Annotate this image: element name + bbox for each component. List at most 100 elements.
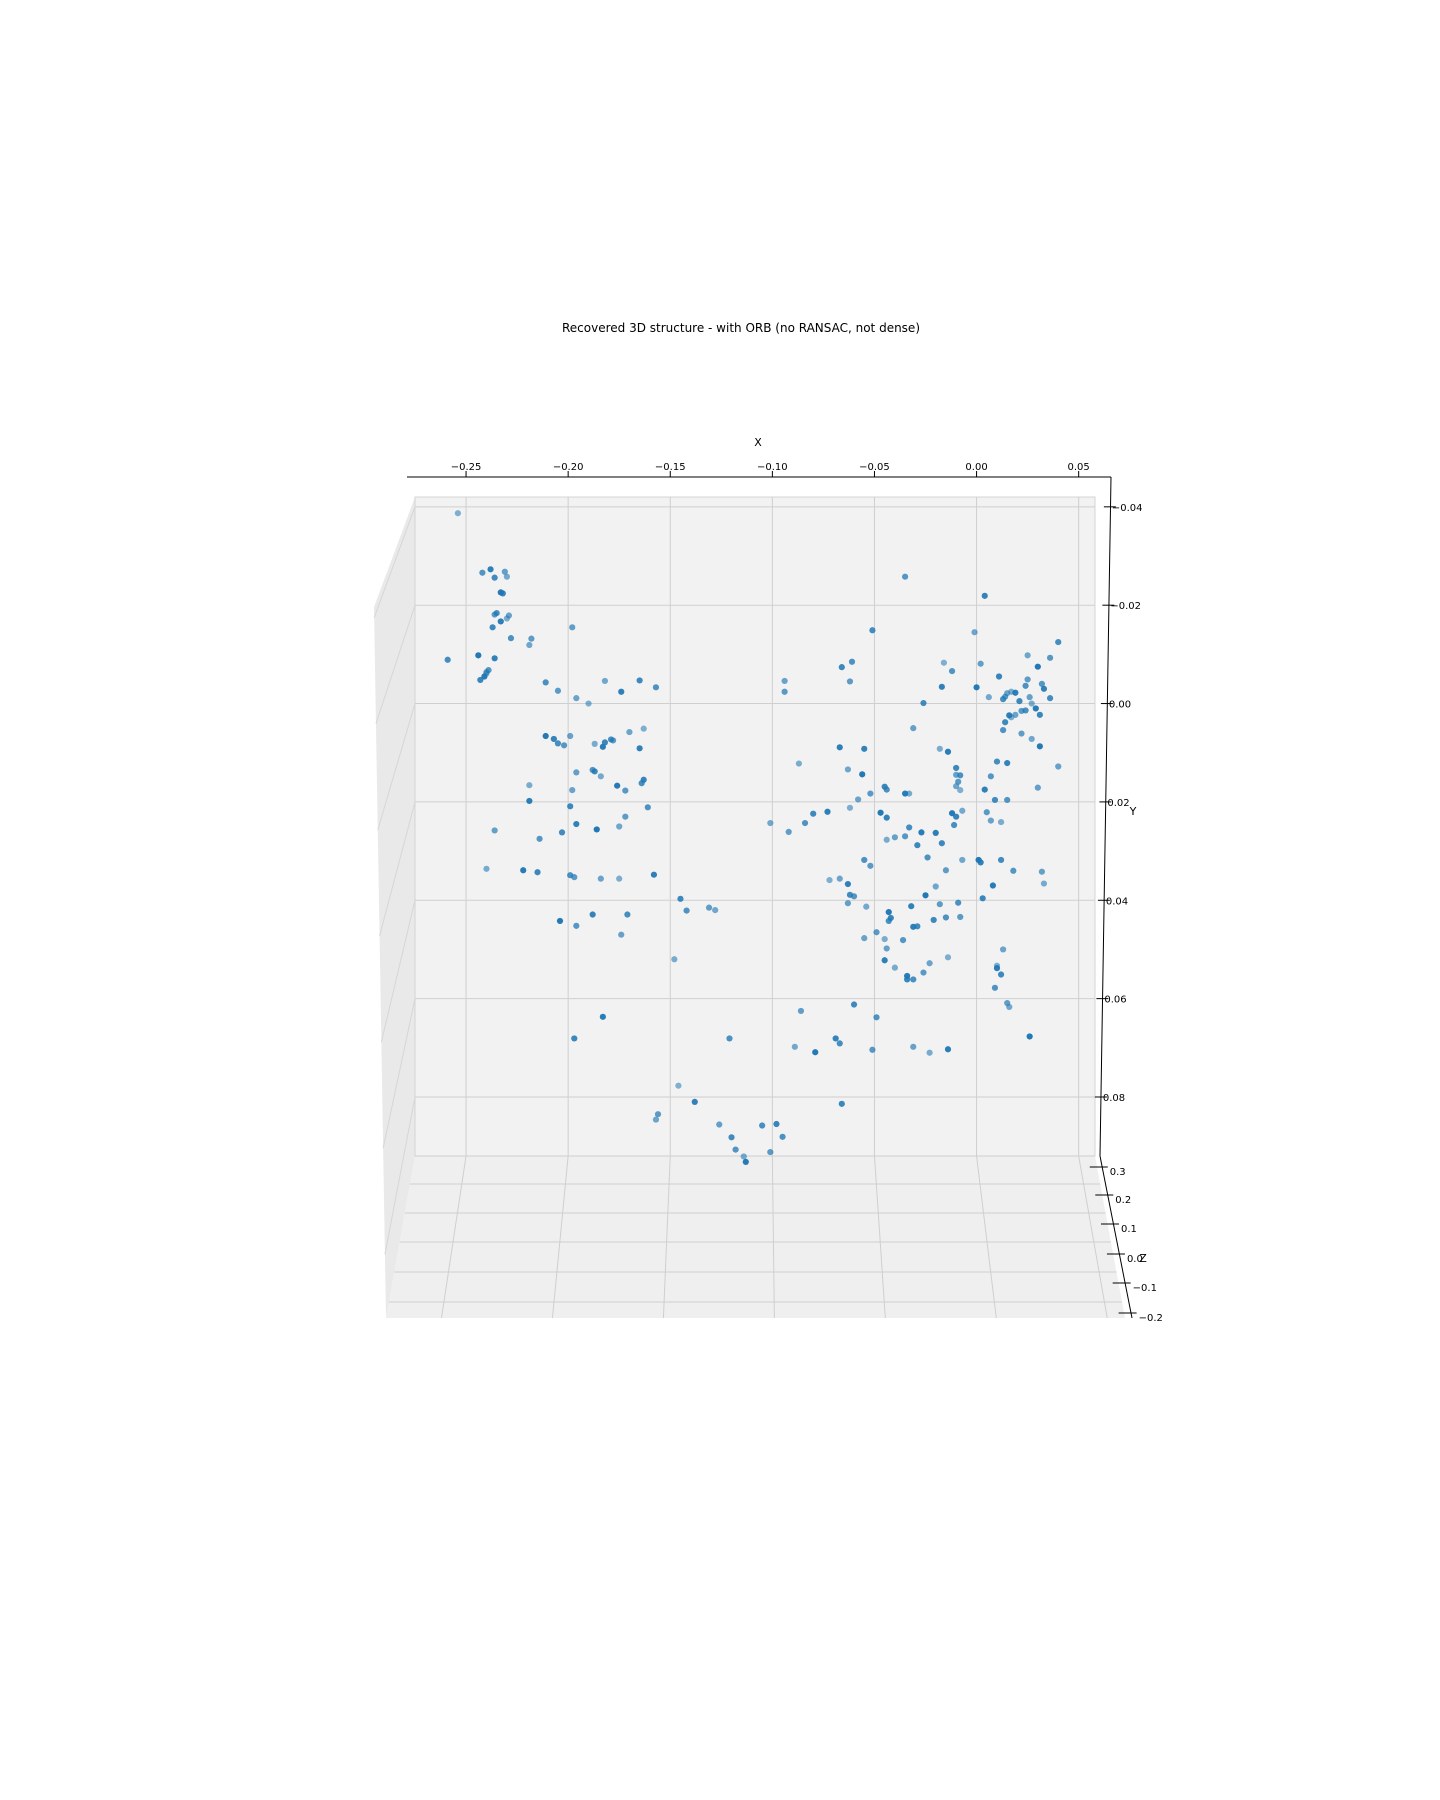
- data-point: [883, 814, 890, 821]
- x-tick-label: 0.00: [965, 462, 987, 473]
- data-point: [573, 820, 580, 828]
- floor-pane: [386, 1156, 1125, 1318]
- data-point: [554, 687, 562, 694]
- z-tick-label: 0.2: [1115, 1195, 1131, 1206]
- data-point: [997, 856, 1005, 864]
- wall-grid-line: [377, 703, 416, 830]
- data-point: [726, 1035, 733, 1042]
- data-point: [844, 900, 852, 907]
- data-point: [652, 684, 660, 691]
- data-point: [675, 1082, 682, 1089]
- data-point: [901, 790, 909, 797]
- floor-grid-line: [976, 1155, 997, 1319]
- data-point: [1012, 689, 1019, 696]
- data-point: [636, 677, 643, 684]
- data-point: [477, 676, 484, 684]
- data-point: [644, 804, 651, 811]
- data-point: [1004, 759, 1011, 767]
- tick-labels: −0.25 −0.20 −0.15 −0.10 −0.05 0.00 0.05 −0.04 −0…: [451, 462, 1163, 1324]
- z-tick-label: 0.1: [1121, 1224, 1137, 1235]
- y-tick-label: −0.02: [1110, 601, 1141, 612]
- data-point: [569, 787, 576, 794]
- data-point: [573, 922, 580, 929]
- data-point: [781, 688, 788, 695]
- data-point: [979, 895, 986, 902]
- left-wall-pane: [374, 497, 415, 1318]
- back-pane: [414, 496, 1096, 1157]
- data-point: [824, 808, 831, 815]
- y-tick-label: 0.02: [1107, 798, 1129, 809]
- data-point: [940, 659, 947, 666]
- data-point: [589, 911, 596, 918]
- data-point: [569, 624, 576, 631]
- data-point: [924, 854, 931, 861]
- data-point: [953, 764, 960, 772]
- data-point: [942, 867, 950, 874]
- data-point: [1016, 697, 1023, 705]
- x-tick-label: −0.25: [451, 462, 482, 473]
- data-point: [926, 1049, 933, 1056]
- data-point: [622, 787, 629, 794]
- data-point: [589, 766, 596, 774]
- data-point: [971, 629, 978, 636]
- data-points: [444, 510, 1062, 1166]
- data-point: [624, 911, 631, 918]
- data-point: [957, 772, 964, 779]
- data-point: [936, 901, 943, 908]
- data-point: [926, 960, 933, 967]
- data-point: [883, 836, 890, 843]
- data-point: [650, 871, 658, 878]
- data-point: [1026, 694, 1033, 701]
- data-point: [944, 954, 952, 961]
- data-point: [779, 1133, 786, 1140]
- data-point: [636, 745, 643, 752]
- data-point: [1055, 638, 1062, 646]
- z-tick-label: 0.3: [1110, 1167, 1126, 1178]
- floor-grid-line: [873, 1155, 886, 1319]
- data-point: [479, 569, 486, 576]
- data-point: [571, 1035, 578, 1042]
- data-point: [740, 1153, 747, 1160]
- y-tick-label: 0.08: [1103, 1093, 1125, 1104]
- data-point: [728, 1134, 735, 1141]
- data-point: [1022, 682, 1029, 689]
- z-axis-label: Z: [1139, 1252, 1147, 1265]
- data-point: [983, 809, 990, 816]
- data-point: [773, 1120, 780, 1128]
- data-point: [1032, 705, 1039, 712]
- data-point: [526, 797, 533, 805]
- z-axis-line: [1099, 1155, 1133, 1319]
- data-point: [899, 937, 907, 944]
- data-point: [944, 1046, 952, 1053]
- data-point: [1038, 680, 1046, 687]
- data-point: [910, 976, 917, 983]
- data-point: [767, 819, 774, 827]
- data-point: [542, 679, 549, 686]
- data-point: [671, 956, 678, 963]
- data-point: [797, 1007, 805, 1015]
- y-tick-label: 0.00: [1109, 700, 1131, 711]
- y-axis-label: Y: [1129, 805, 1137, 818]
- data-point: [855, 796, 862, 803]
- data-point: [712, 907, 719, 914]
- data-point: [846, 678, 854, 685]
- data-point: [454, 510, 461, 517]
- z-tick-label: 0.0: [1127, 1254, 1143, 1265]
- z-tick-label: −0.2: [1139, 1313, 1163, 1324]
- data-point: [609, 737, 617, 744]
- data-point: [1036, 711, 1043, 718]
- data-point: [616, 823, 623, 830]
- data-point: [850, 1001, 858, 1008]
- data-point: [558, 829, 566, 836]
- x-tick-label: −0.15: [655, 462, 686, 473]
- data-point: [826, 877, 833, 884]
- data-point: [869, 627, 876, 634]
- data-point: [812, 1049, 819, 1056]
- data-point: [953, 783, 960, 790]
- data-point: [677, 895, 684, 902]
- data-point: [863, 903, 870, 910]
- data-point: [640, 725, 647, 732]
- data-point: [742, 1158, 749, 1166]
- data-point: [573, 695, 580, 702]
- data-point: [1018, 730, 1025, 737]
